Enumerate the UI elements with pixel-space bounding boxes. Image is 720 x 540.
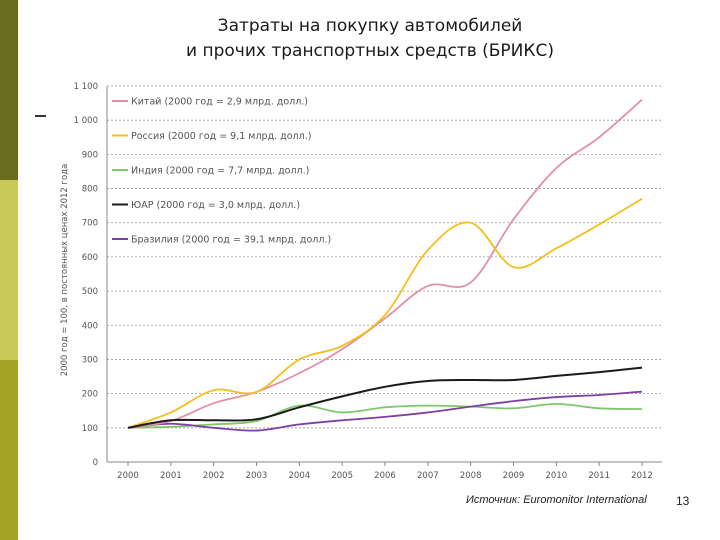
x-tick-label: 2001 bbox=[160, 471, 182, 481]
x-tick-label: 2012 bbox=[631, 471, 653, 481]
title-line-2: и прочих транспортных средств (БРИКС) bbox=[186, 41, 554, 61]
page-number: 13 bbox=[676, 494, 690, 508]
x-tick-label: 2005 bbox=[331, 471, 353, 481]
y-tick-label: 300 bbox=[82, 355, 98, 365]
bullet-dash bbox=[35, 115, 46, 117]
y-tick-label: 500 bbox=[82, 287, 98, 297]
legend-label: Китай (2000 год = 2,9 млрд. долл.) bbox=[131, 97, 308, 108]
series-line bbox=[127, 390, 643, 432]
x-tick-label: 2003 bbox=[246, 471, 268, 481]
y-tick-label: 1 100 bbox=[74, 82, 98, 92]
series-line bbox=[127, 366, 643, 429]
series-line bbox=[127, 198, 643, 429]
y-tick-label: 800 bbox=[82, 185, 98, 195]
source-note: Источник: Euromonitor International bbox=[466, 494, 647, 506]
y-tick-label: 700 bbox=[82, 219, 98, 229]
x-tick-label: 2006 bbox=[374, 471, 396, 481]
x-tick-label: 2004 bbox=[289, 471, 311, 481]
x-tick-label: 2011 bbox=[588, 471, 610, 481]
legend-label: Индия (2000 год = 7,7 млрд. долл.) bbox=[131, 166, 309, 177]
x-tick-label: 2010 bbox=[546, 471, 568, 481]
legend-label: ЮАР (2000 год = 3,0 млрд. долл.) bbox=[131, 200, 300, 211]
series-line bbox=[127, 402, 643, 429]
y-tick-label: 0 bbox=[93, 458, 98, 468]
decor-bar-middle bbox=[0, 180, 18, 360]
x-tick-label: 2002 bbox=[203, 471, 225, 481]
legend-label: Россия (2000 год = 9,1 млрд. долл.) bbox=[131, 131, 311, 142]
series-line bbox=[127, 98, 643, 429]
x-tick-label: 2007 bbox=[417, 471, 439, 481]
decor-bar-bottom bbox=[0, 360, 18, 540]
x-tick-label: 2000 bbox=[117, 471, 139, 481]
y-tick-label: 100 bbox=[82, 424, 98, 434]
legend-label: Бразилия (2000 год = 39,1 млрд. долл.) bbox=[131, 235, 331, 246]
title-line-1: Затраты на покупку автомобилей bbox=[217, 16, 523, 36]
decor-bar-top bbox=[0, 0, 18, 180]
y-tick-label: 600 bbox=[82, 253, 98, 263]
y-axis-label: 2000 год = 100, в постоянных ценах 2012 … bbox=[60, 164, 70, 377]
x-tick-label: 2009 bbox=[503, 471, 525, 481]
y-tick-label: 200 bbox=[82, 390, 98, 400]
y-tick-label: 1 000 bbox=[74, 116, 98, 126]
slide-title: Затраты на покупку автомобилей и прочих … bbox=[60, 14, 680, 64]
x-tick-label: 2008 bbox=[460, 471, 482, 481]
y-tick-label: 400 bbox=[82, 321, 98, 331]
y-tick-label: 900 bbox=[82, 150, 98, 160]
